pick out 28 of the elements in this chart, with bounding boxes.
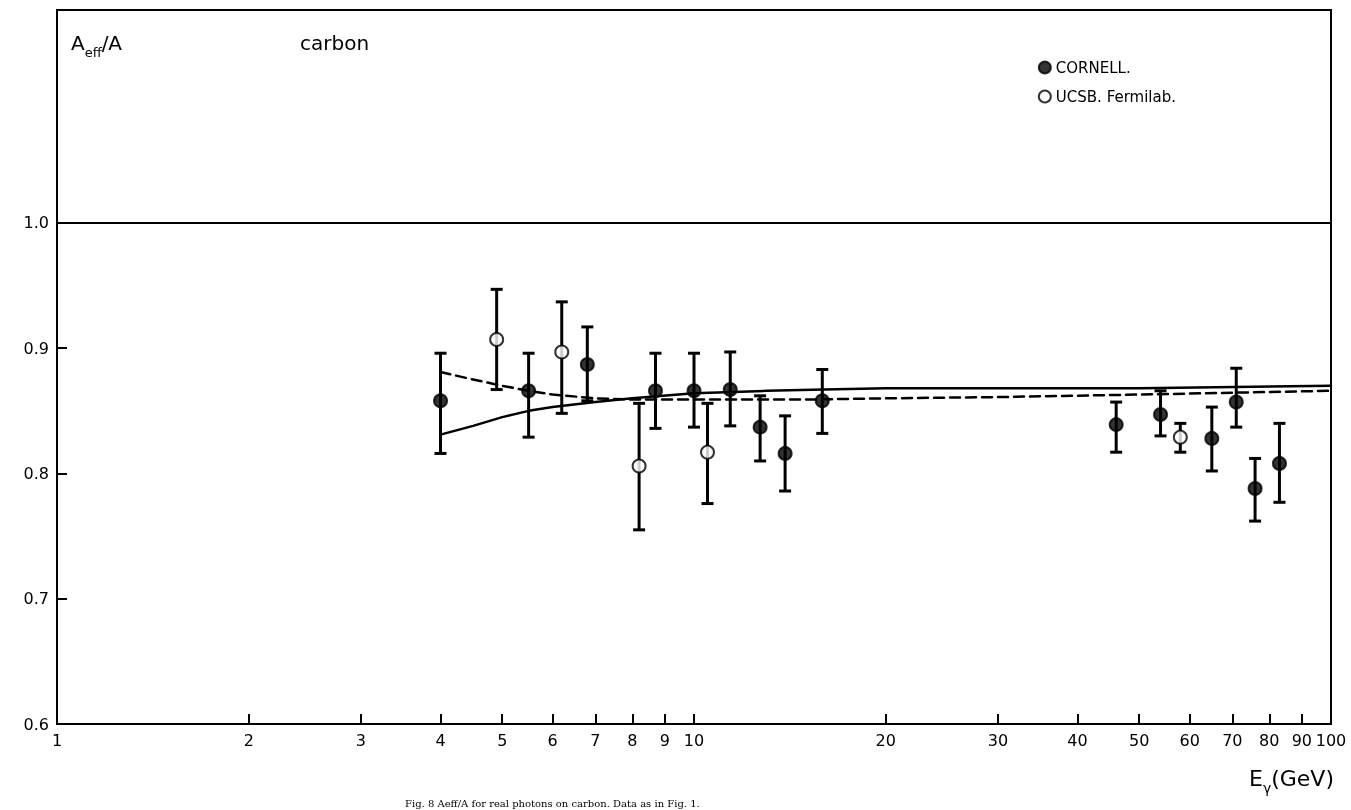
x-tick-label: 100 bbox=[1315, 730, 1347, 750]
x-tick-label: 10 bbox=[683, 730, 705, 750]
x-tick-label: 90 bbox=[1291, 730, 1313, 750]
legend-label: UCSB. Fermilab. bbox=[1055, 87, 1176, 106]
y-tick-label: 0.6 bbox=[23, 714, 49, 734]
x-tick-label: 30 bbox=[987, 730, 1009, 750]
y-tick-label: 0.8 bbox=[23, 463, 49, 483]
y-tick-label: 0.7 bbox=[23, 589, 49, 609]
x-tick-label: 20 bbox=[875, 730, 896, 750]
x-tick-label: 3 bbox=[355, 730, 367, 750]
x-tick-label: 60 bbox=[1179, 730, 1200, 750]
caption: Fig. 8 Aeff/A for real photons on carbon. Data as in Fig. 1. bbox=[405, 797, 700, 809]
x-tick-label: 5 bbox=[497, 730, 508, 750]
legend-label: CORNELL. bbox=[1055, 58, 1131, 77]
x-tick-label: 9 bbox=[659, 730, 670, 750]
y-tick-label: 1.0 bbox=[23, 213, 49, 233]
x-tick-label: 6 bbox=[547, 730, 558, 750]
x-tick-label: 40 bbox=[1067, 730, 1088, 750]
x-tick-label: 80 bbox=[1259, 730, 1280, 750]
x-tick-label: 4 bbox=[435, 730, 446, 750]
x-tick-label: 1 bbox=[51, 730, 63, 750]
x-tick-label: 8 bbox=[627, 730, 638, 750]
x-tick-label: 50 bbox=[1129, 730, 1150, 750]
x-tick-label: 7 bbox=[590, 730, 601, 750]
x-tick-label: 2 bbox=[243, 730, 254, 750]
y-tick-label: 0.9 bbox=[23, 338, 49, 358]
x-tick-label: 70 bbox=[1222, 730, 1243, 750]
text: carbon bbox=[300, 31, 370, 55]
